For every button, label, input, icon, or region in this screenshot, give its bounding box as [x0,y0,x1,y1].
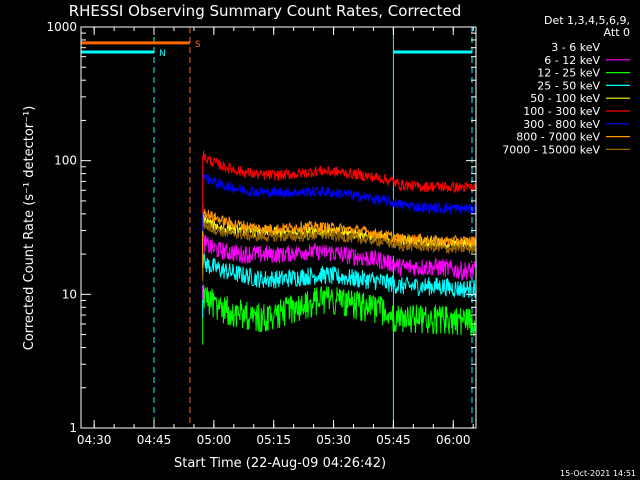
legend-label-5: 100 - 300 keV [523,105,600,118]
legend-label-3: 25 - 50 keV [537,79,600,92]
x-tick-label-5: 05:45 [376,433,411,447]
chart-title: RHESSI Observing Summary Count Rates, Co… [69,2,462,20]
series-line-7 [202,202,476,268]
flag-label-S: S [195,40,201,50]
y-axis-label: Corrected Count Rate (s⁻¹ detector⁻¹) [22,106,37,351]
legend-label-7: 800 - 7000 keV [516,131,600,144]
plot-frame [80,26,477,429]
x-axis-label: Start Time (22-Aug-09 04:26:42) [174,456,386,471]
y-tick-label-3: 1000 [46,20,77,34]
x-tick-label-1: 04:45 [137,433,172,447]
footer-date: 15-Oct-2021 14:51 [560,469,636,478]
series-line-2 [202,279,476,345]
series-line-5 [202,150,476,214]
flag-layer: NS [81,27,473,428]
legend-label-0: 3 - 6 keV [551,41,600,54]
legend-label-4: 50 - 100 keV [530,92,600,105]
legend-header-0: Det 1,3,4,5,6,9, [544,14,630,27]
axes-layer: 04:30 04:45 05:00 05:15 05:30 05:45 06:00 1 10 10… [46,20,477,447]
legend-label-6: 300 - 800 keV [523,118,600,131]
y-tick-label-0: 1 [69,421,77,435]
legend-header-1: Att 0 [604,26,630,39]
series-line-1 [202,233,476,300]
x-tick-label-6: 06:00 [436,433,471,447]
legend-label-8: 7000 - 15000 keV [502,143,600,156]
legend-label-2: 12 - 25 keV [537,67,600,80]
x-tick-label-0: 04:30 [77,433,112,447]
y-tick-label-1: 10 [62,287,77,301]
series-line-6 [202,169,476,231]
series-layer [202,150,476,345]
series-line-3 [202,253,476,318]
y-tick-label-2: 100 [54,154,77,168]
flag-label-N: N [159,49,166,59]
x-tick-label-4: 05:30 [316,433,351,447]
x-tick-label-3: 05:15 [256,433,291,447]
legend-label-1: 6 - 12 keV [544,54,600,67]
x-tick-label-2: 05:00 [197,433,232,447]
